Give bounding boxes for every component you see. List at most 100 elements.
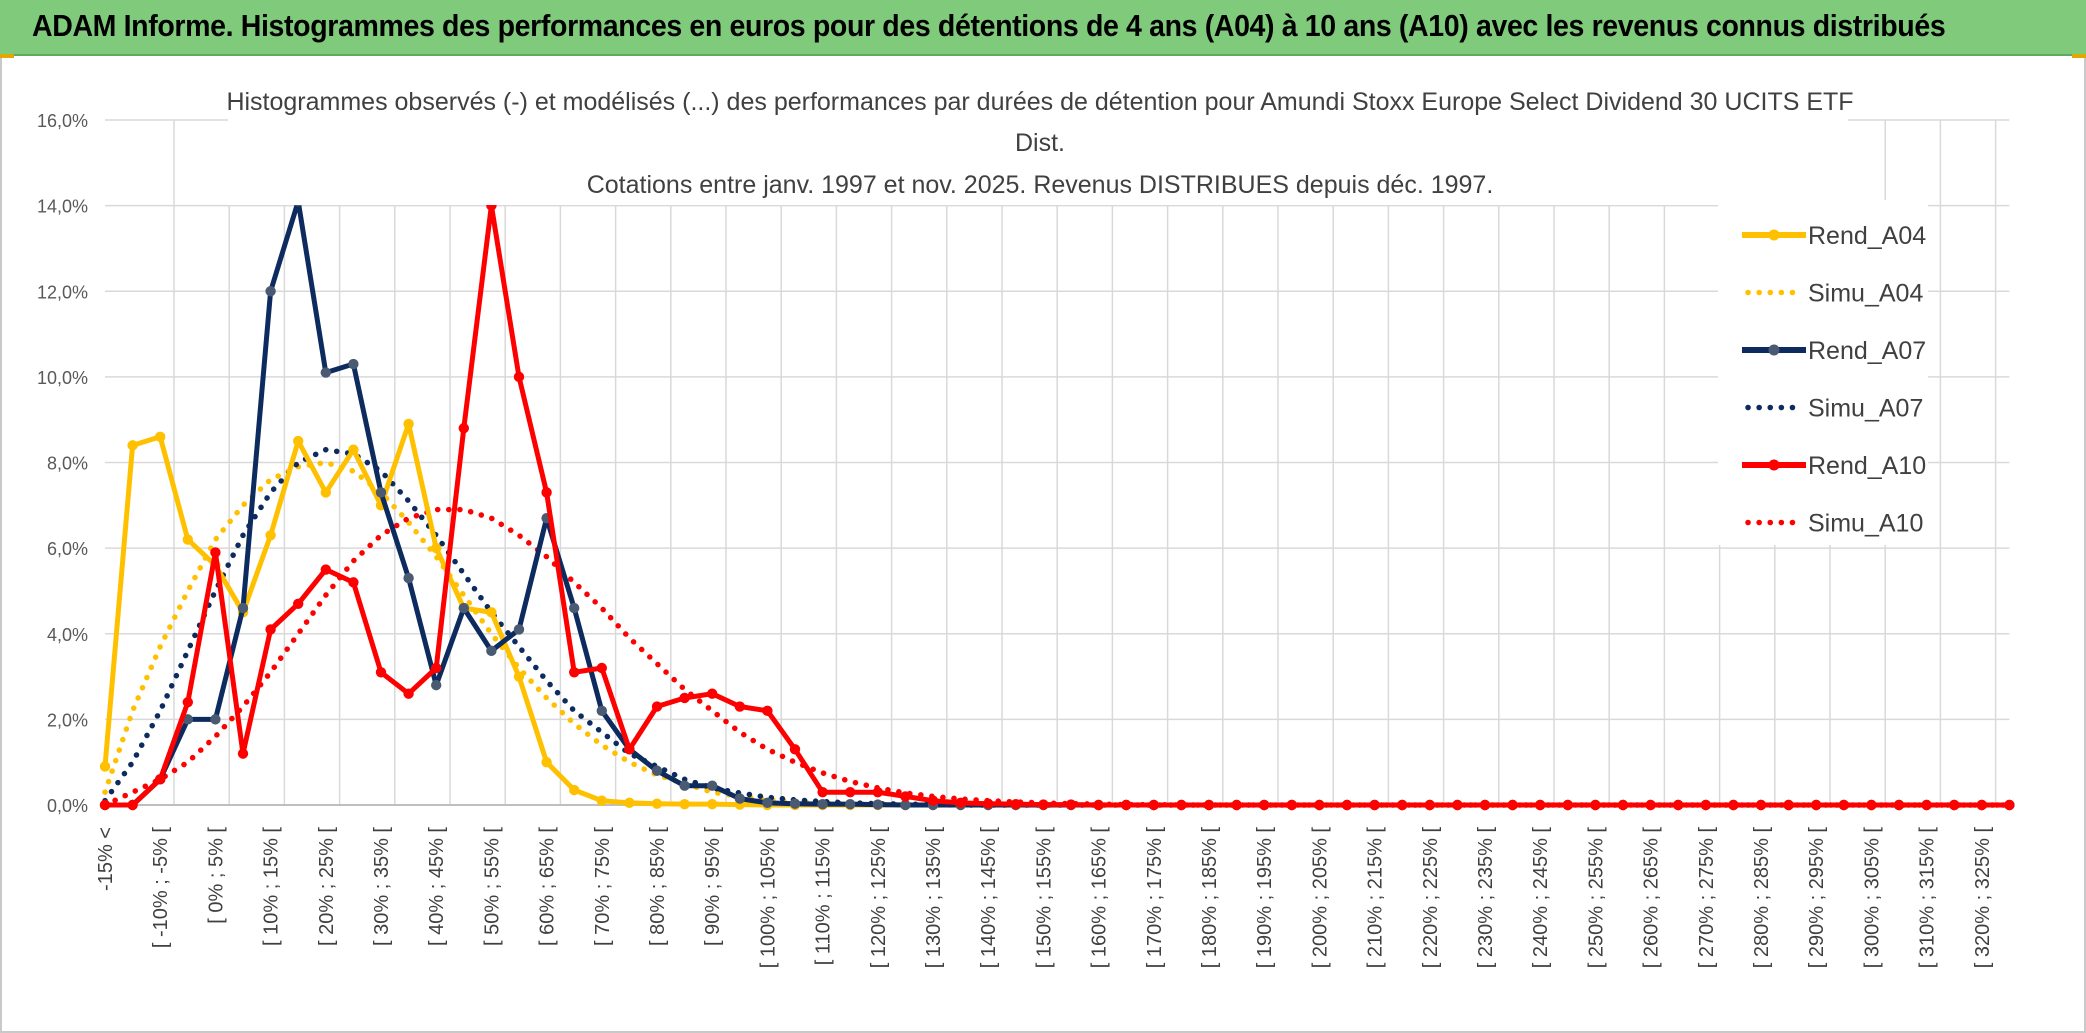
data-point	[99, 799, 111, 811]
data-point	[127, 440, 138, 451]
data-point	[817, 798, 828, 810]
x-tick-label: [ -10% ; -5% [	[150, 827, 172, 949]
data-point	[486, 645, 497, 657]
data-point	[513, 624, 525, 635]
data-point	[127, 799, 138, 811]
data-point	[1811, 799, 1822, 811]
data-point	[1452, 799, 1463, 811]
data-point	[1645, 799, 1656, 811]
data-point	[1203, 799, 1215, 811]
data-point	[1479, 799, 1491, 811]
data-point	[541, 756, 552, 768]
data-point	[348, 358, 359, 370]
data-point	[431, 662, 442, 674]
legend-item-Simu_A04[interactable]: Simu_A04	[1745, 280, 1923, 308]
data-point	[182, 534, 193, 545]
series-lines	[99, 196, 2015, 811]
data-point	[651, 701, 663, 712]
data-point	[707, 798, 718, 810]
data-point	[679, 692, 690, 704]
data-point	[320, 564, 331, 575]
data-point	[375, 667, 387, 678]
data-point	[1231, 799, 1242, 811]
data-point	[569, 602, 580, 614]
data-point	[375, 487, 387, 498]
x-tick-label: [ 320% ; 325% [	[1972, 827, 1994, 969]
data-point	[1755, 799, 1767, 811]
data-point	[707, 688, 718, 699]
data-point	[1286, 799, 1298, 811]
data-point	[1976, 799, 1988, 811]
data-point	[1176, 799, 1187, 811]
x-tick-label: [ 180% ; 185% [	[1199, 827, 1221, 969]
x-tick-label: [ 70% ; 75% [	[592, 827, 614, 946]
x-tick-label: [ 270% ; 275% [	[1696, 827, 1718, 969]
legend-item-Rend_A04[interactable]: Rend_A04	[1742, 222, 1926, 250]
corner-accent-right	[2072, 54, 2086, 58]
data-point	[182, 697, 193, 708]
y-tick-label: 16,0%	[37, 111, 88, 131]
data-point	[1314, 799, 1325, 811]
data-point	[707, 780, 718, 791]
y-tick-label: 12,0%	[37, 282, 88, 302]
data-point	[1617, 799, 1629, 811]
banner-title: ADAM Informe. Histogrammes des performan…	[32, 8, 1946, 43]
x-tick-label: [ 260% ; 265% [	[1641, 827, 1663, 969]
data-point	[1562, 799, 1574, 811]
data-point	[265, 530, 276, 541]
legend-item-Simu_A10[interactable]: Simu_A10	[1745, 510, 1923, 538]
data-point	[845, 786, 856, 798]
data-point	[431, 679, 442, 691]
chart-title-background	[228, 78, 1848, 205]
legend-item-Rend_A07[interactable]: Rend_A07	[1742, 337, 1926, 365]
x-tick-label: [ 230% ; 235% [	[1475, 827, 1497, 969]
x-tick-label: [ 30% ; 35% [	[371, 827, 393, 946]
y-tick-label: 14,0%	[37, 197, 88, 217]
data-point	[789, 744, 801, 755]
chart-title-line: Histogrammes observés (-) et modélisés (…	[226, 88, 1853, 116]
x-tick-label: [ 0% ; 5% [	[205, 827, 227, 924]
data-point	[845, 798, 856, 810]
x-tick-label: [ 160% ; 165% [	[1089, 827, 1111, 969]
data-point	[762, 705, 773, 717]
data-point	[955, 797, 966, 809]
chart-title-line: Dist.	[1015, 129, 1065, 157]
data-point	[872, 786, 883, 798]
data-point	[734, 701, 745, 712]
x-tick-label: [ 150% ; 155% [	[1033, 827, 1055, 969]
data-point	[983, 798, 994, 809]
x-tick-label: [ 90% ; 95% [	[702, 827, 724, 946]
data-point	[651, 765, 663, 776]
data-point	[900, 791, 911, 802]
x-tick-label: [ 80% ; 85% [	[647, 827, 669, 946]
x-tick-label: [ 100% ; 105% [	[757, 827, 779, 969]
data-point	[541, 487, 552, 498]
data-point	[265, 286, 276, 297]
legend-item-Rend_A10[interactable]: Rend_A10	[1742, 452, 1926, 480]
data-point	[1148, 799, 1160, 811]
data-point	[320, 367, 331, 378]
x-tick-label: -15% <	[95, 827, 117, 891]
data-point	[789, 798, 801, 809]
legend-item-Simu_A07[interactable]: Simu_A07	[1745, 395, 1923, 423]
data-point	[817, 786, 828, 798]
data-point	[1065, 799, 1077, 810]
data-point	[348, 577, 359, 588]
data-point	[1397, 799, 1408, 811]
data-point	[1893, 799, 1905, 811]
x-tick-label: [ 250% ; 255% [	[1585, 827, 1607, 969]
legend[interactable]: Rend_A04 Simu_A04 Rend_A07 Simu_A07 Rend_A10…	[1718, 200, 1928, 545]
data-point	[486, 607, 497, 618]
data-point	[1369, 799, 1380, 811]
data-point	[1341, 799, 1353, 811]
x-tick-label: [ 110% ; 115% [	[813, 827, 835, 966]
data-point	[624, 797, 635, 809]
x-tick-label: [ 300% ; 305% [	[1861, 827, 1883, 969]
data-point	[1010, 798, 1021, 810]
data-point	[403, 418, 414, 430]
data-point	[1038, 799, 1049, 810]
data-point	[927, 795, 939, 806]
data-point	[99, 761, 111, 772]
data-point	[155, 431, 166, 443]
data-point	[624, 744, 635, 755]
